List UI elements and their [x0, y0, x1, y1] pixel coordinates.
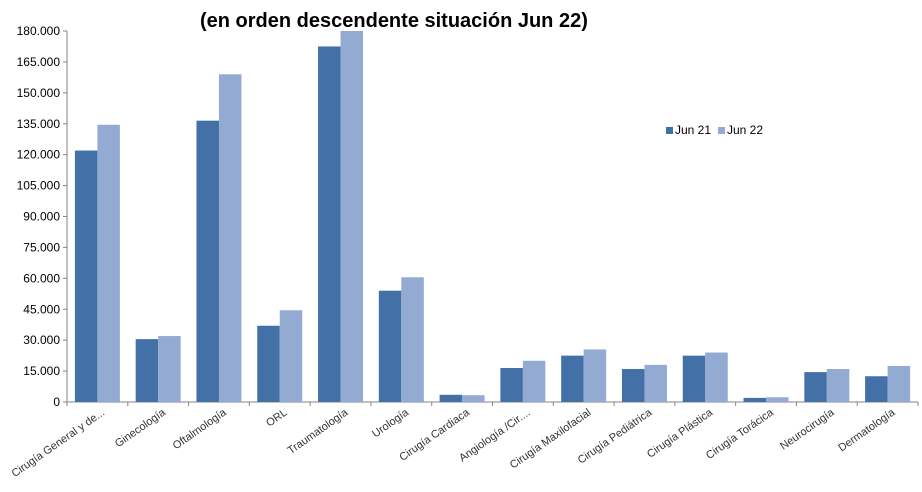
legend-swatch	[666, 127, 673, 134]
y-tick-label: 75.000	[23, 240, 60, 254]
chart-title: (en orden descendente situación Jun 22)	[200, 10, 588, 32]
x-tick-label: Urología	[370, 406, 412, 440]
bars	[74, 31, 911, 403]
bar-jun-21	[135, 339, 159, 402]
bar-jun-22	[158, 336, 181, 402]
legend-swatch	[718, 127, 725, 134]
x-tick-label: Oftalmología	[171, 406, 230, 452]
x-tick-label: Ginecología	[113, 406, 169, 450]
y-tick-label: 120.000	[17, 148, 61, 162]
bar-jun-21	[865, 376, 888, 402]
y-axis: 0 15.000 30.000 45.000 60.000 75.000 90.000 105…	[17, 24, 68, 409]
bar-jun-22	[644, 364, 667, 402]
y-tick-label: 45.000	[23, 302, 60, 316]
bar-jun-22	[887, 365, 911, 402]
bar-jun-21	[621, 369, 645, 402]
bar-jun-21	[561, 355, 584, 402]
bar-jun-22	[522, 360, 546, 402]
y-tick-label: 150.000	[17, 86, 61, 100]
x-tick-label: Cirugía General y de...	[10, 407, 108, 480]
bar-jun-21	[804, 372, 827, 402]
x-tick-label: ORL	[264, 407, 289, 430]
bar-jun-21	[682, 355, 706, 402]
x-tick-label: Dermatología	[836, 406, 898, 454]
bar-jun-22	[340, 31, 364, 402]
bar-jun-21	[743, 397, 767, 402]
bar-jun-22	[826, 369, 850, 402]
bar-jun-22	[97, 124, 120, 403]
y-tick-label: 0	[53, 395, 60, 409]
bar-jun-22	[401, 277, 424, 402]
legend: Jun 21 Jun 22	[666, 123, 763, 137]
bar-jun-22	[766, 397, 789, 402]
bar-jun-22	[279, 310, 303, 402]
x-axis: Cirugía General y de... Ginecología Oftalm…	[10, 401, 919, 480]
x-tick-label: Traumatología	[286, 406, 351, 457]
legend-label: Jun 22	[727, 123, 763, 137]
legend-label: Jun 21	[675, 123, 711, 137]
y-tick-label: 60.000	[23, 271, 60, 285]
bar-jun-22	[218, 74, 242, 403]
y-tick-label: 90.000	[23, 210, 60, 224]
y-tick-label: 165.000	[17, 55, 61, 69]
x-tick-label: Neurocirugía	[778, 406, 837, 452]
y-tick-label: 135.000	[17, 117, 61, 131]
y-tick-label: 180.000	[17, 24, 61, 38]
bar-jun-22	[583, 349, 607, 402]
bar-jun-21	[500, 367, 523, 402]
y-tick-label: 15.000	[23, 364, 60, 378]
bar-jun-21	[196, 120, 219, 403]
bar-jun-22	[462, 395, 485, 402]
bar-jun-21	[439, 394, 463, 402]
bar-jun-21	[378, 290, 402, 402]
y-tick-label: 105.000	[17, 179, 61, 193]
bar-jun-21	[318, 46, 341, 402]
x-tick-label: Cirugía Torácica	[704, 406, 777, 462]
bar-jun-21	[74, 150, 98, 402]
bar-jun-22	[705, 352, 728, 402]
bar-jun-21	[257, 325, 280, 402]
y-tick-label: 30.000	[23, 333, 60, 347]
